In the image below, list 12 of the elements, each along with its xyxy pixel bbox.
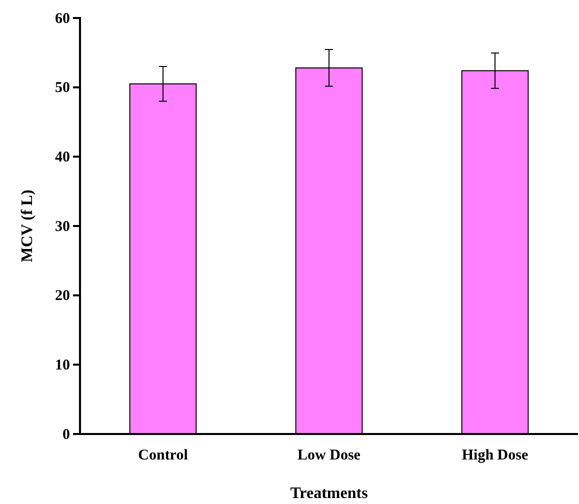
y-tick-label: 20 [55,288,70,304]
y-axis-title: MCV (f L) [19,190,36,262]
x-tick-label: Low Dose [298,448,361,464]
y-tick-label: 40 [55,149,70,166]
x-tick-label: Control [138,448,188,464]
y-tick-label: 30 [55,218,70,235]
y-tick-label: 0 [62,426,70,443]
y-tick-label: 10 [55,357,70,374]
x-tick-label: High Dose [462,448,528,464]
y-tick-label: 50 [55,80,70,96]
x-axis-title: Treatments [290,485,368,502]
y-tick-label: 60 [55,10,70,27]
